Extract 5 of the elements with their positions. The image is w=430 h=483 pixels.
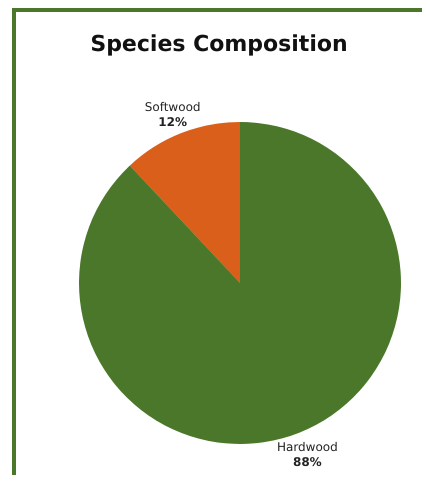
slice-label: Hardwood — [276, 440, 338, 454]
slice-label: Softwood — [144, 100, 201, 114]
data-label: 12% — [158, 114, 187, 129]
chart-title: Species Composition — [89, 32, 349, 57]
data-label: 88% — [293, 455, 322, 470]
